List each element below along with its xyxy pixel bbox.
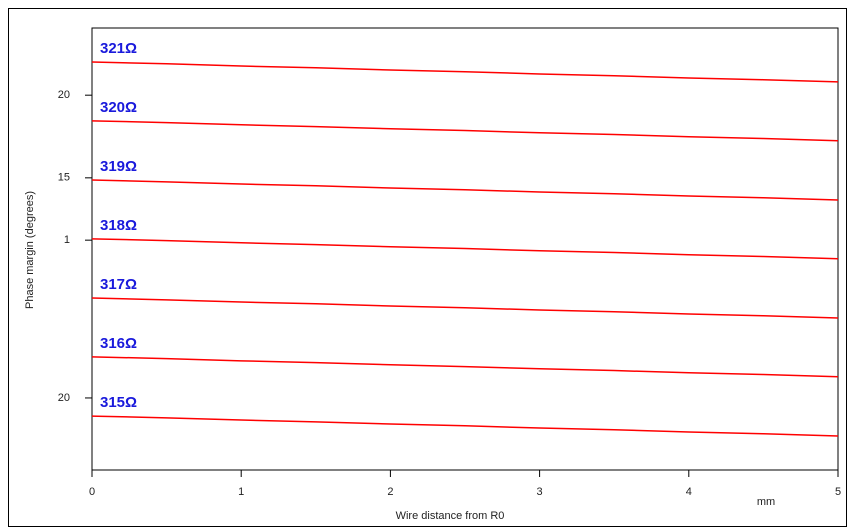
y-tick-label: 15 (58, 172, 70, 184)
y-tick-label: 20 (58, 392, 70, 404)
series-line (91, 415, 839, 437)
y-tick-label: 1 (64, 234, 70, 246)
x-tick-label: 5 (835, 486, 841, 498)
x-axis-unit: mm (757, 496, 775, 508)
series-line (91, 297, 839, 319)
x-tick-label: 2 (387, 486, 393, 498)
series-label: 316Ω (100, 335, 137, 352)
series-label: 320Ω (100, 99, 137, 116)
series-line (91, 238, 839, 260)
series-line (91, 356, 839, 378)
y-axis-label: Phase margin (degrees) (24, 191, 36, 309)
series-line (91, 179, 839, 201)
series-line (91, 61, 839, 83)
series-label: 318Ω (100, 217, 137, 234)
series-label: 317Ω (100, 276, 137, 293)
series-label: 319Ω (100, 158, 137, 175)
frame (8, 8, 847, 527)
y-tick-label: 20 (58, 89, 70, 101)
x-tick-label: 4 (686, 486, 692, 498)
series-label: 321Ω (100, 40, 137, 57)
plot-area (91, 27, 839, 471)
series-label: 315Ω (100, 394, 137, 411)
x-tick-label: 1 (238, 486, 244, 498)
x-tick-label: 3 (537, 486, 543, 498)
x-axis-label: Wire distance from R0 (396, 510, 505, 522)
x-tick-label: 0 (89, 486, 95, 498)
series-line (91, 120, 839, 142)
